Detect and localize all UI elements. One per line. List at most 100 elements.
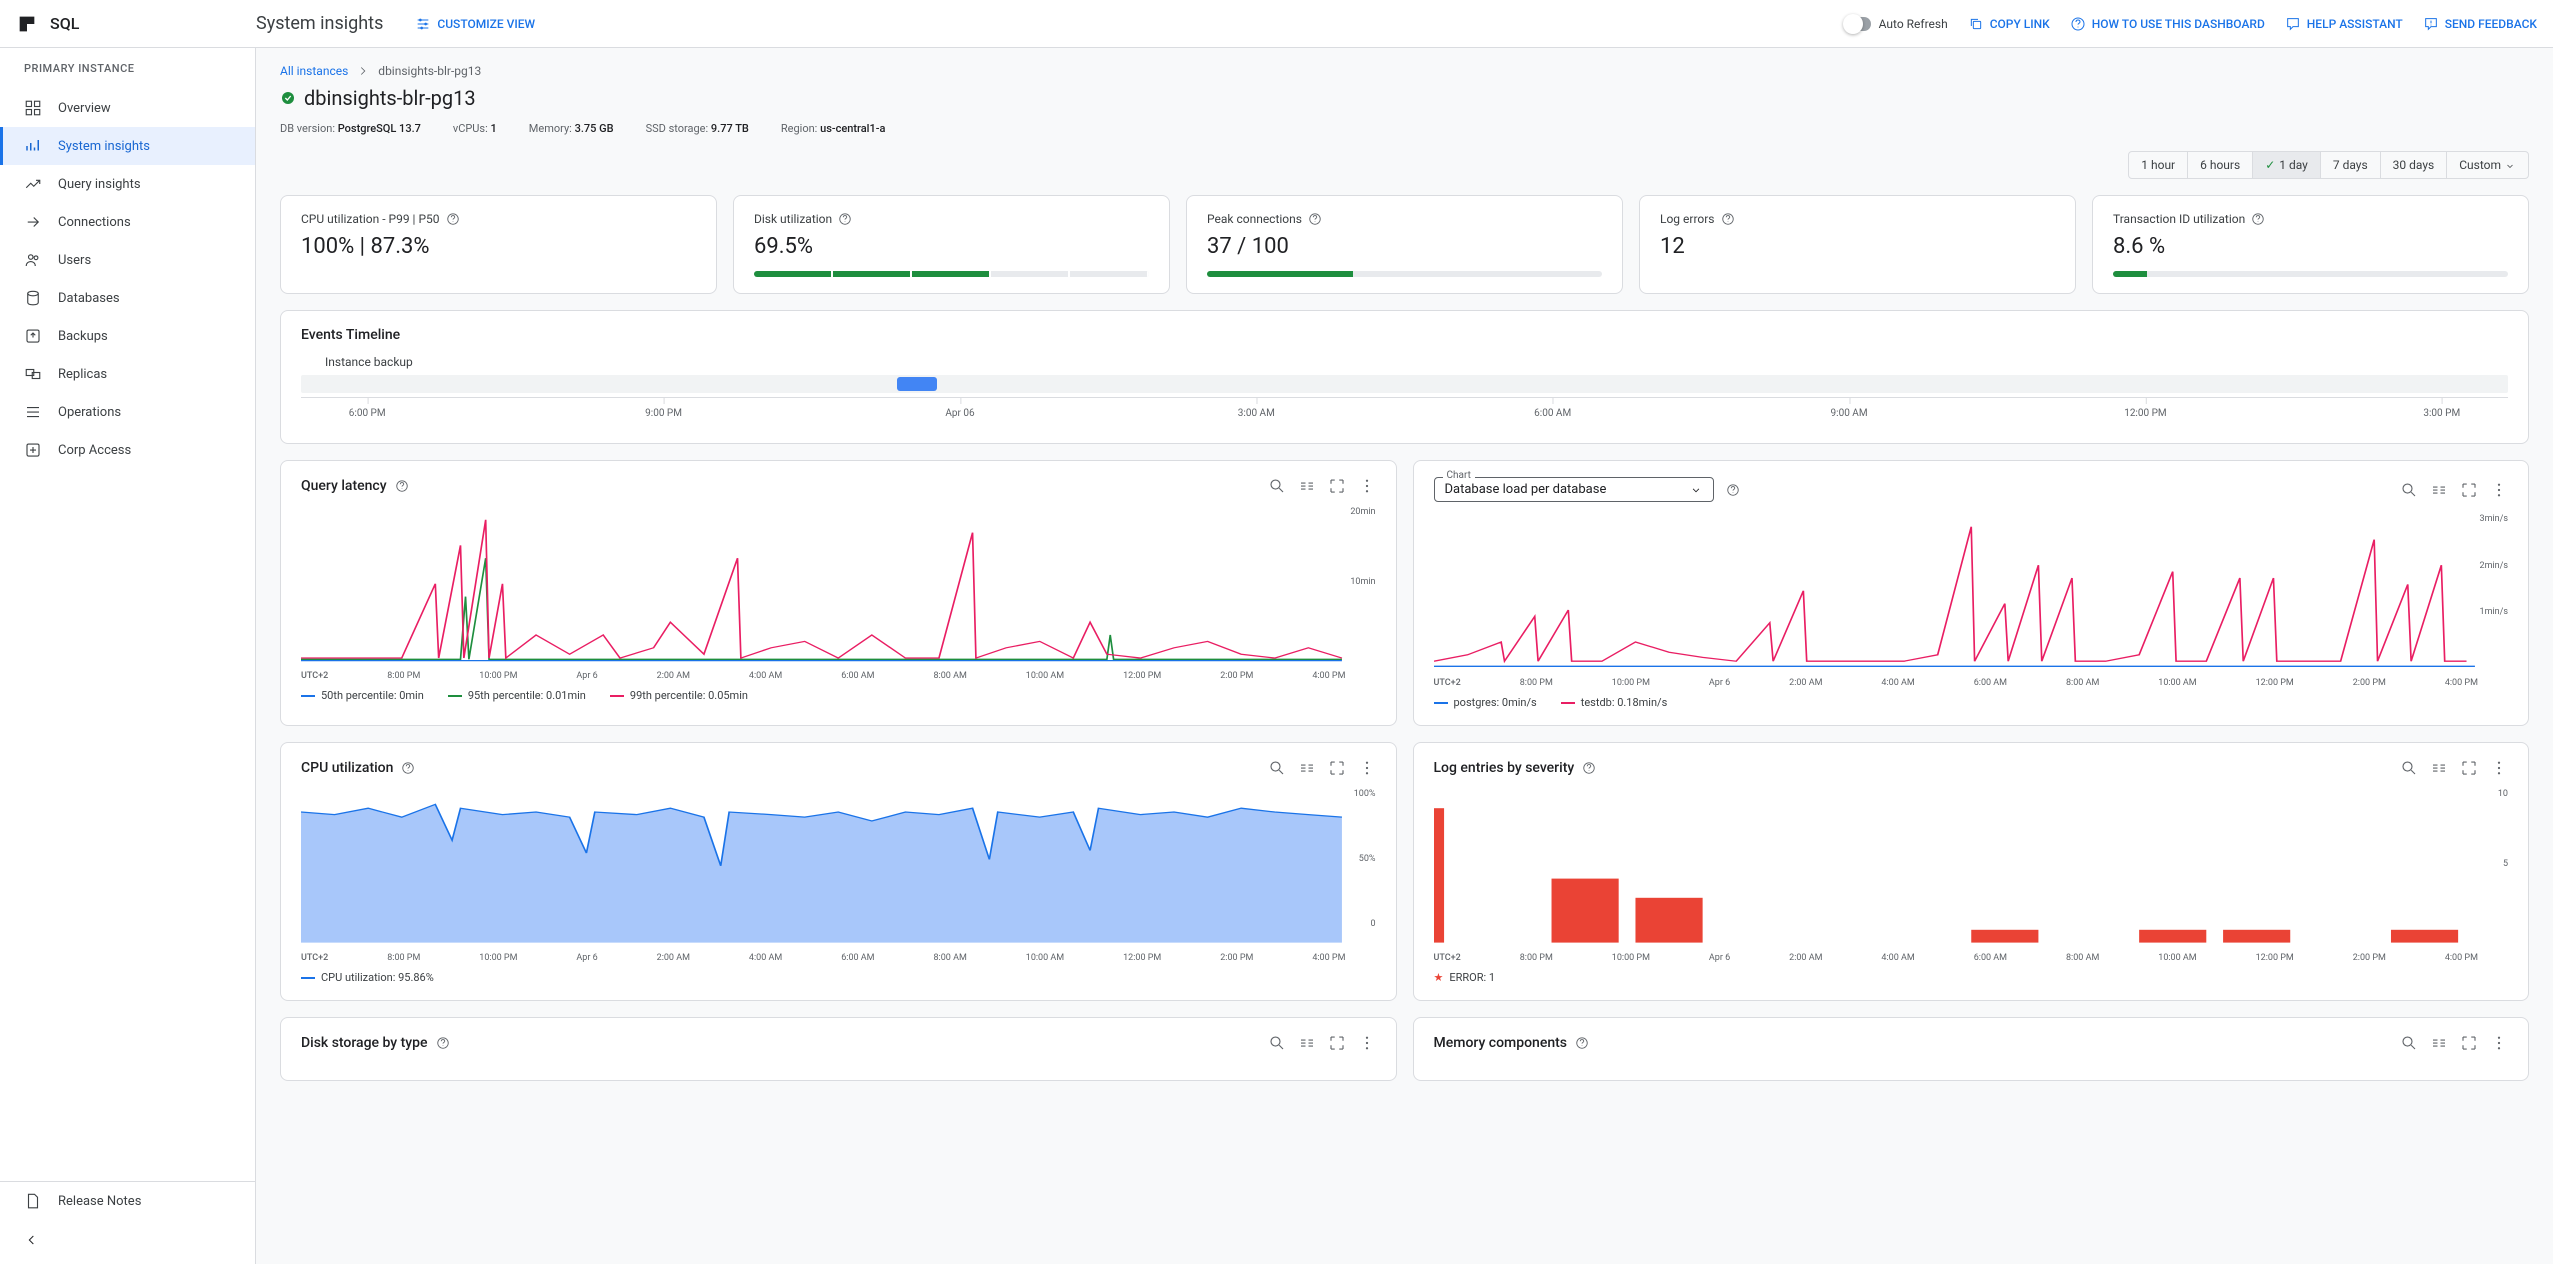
help-icon[interactable] bbox=[446, 212, 460, 226]
events-timeline-title: Events Timeline bbox=[301, 327, 2508, 343]
i-backup-icon bbox=[24, 327, 42, 345]
query-latency-chart[interactable]: 20min10min bbox=[301, 507, 1376, 667]
sidebar-item-overview[interactable]: Overview bbox=[0, 89, 255, 127]
fullscreen-icon[interactable] bbox=[2460, 1034, 2478, 1052]
more-icon[interactable] bbox=[2490, 481, 2508, 499]
kpi-row: CPU utilization - P99 | P50100% | 87.3%D… bbox=[280, 195, 2529, 294]
more-icon[interactable] bbox=[1358, 477, 1376, 495]
legend-icon[interactable] bbox=[1298, 477, 1316, 495]
zoom-icon[interactable] bbox=[1268, 477, 1286, 495]
i-ops-icon bbox=[24, 403, 42, 421]
sidebar-item-corp-access[interactable]: Corp Access bbox=[0, 431, 255, 469]
zoom-icon[interactable] bbox=[1268, 759, 1286, 777]
fullscreen-icon[interactable] bbox=[2460, 481, 2478, 499]
help-icon[interactable] bbox=[1582, 761, 1596, 775]
i-users-icon bbox=[24, 251, 42, 269]
i-db-icon bbox=[24, 289, 42, 307]
fullscreen-icon[interactable] bbox=[1328, 477, 1346, 495]
sidebar-item-databases[interactable]: Databases bbox=[0, 279, 255, 317]
fullscreen-icon[interactable] bbox=[1328, 1034, 1346, 1052]
sidebar-item-query-insights[interactable]: Query insights bbox=[0, 165, 255, 203]
disk-storage-panel: Disk storage by type bbox=[280, 1017, 1397, 1081]
sidebar-header: PRIMARY INSTANCE bbox=[0, 48, 255, 89]
breadcrumb-root[interactable]: All instances bbox=[280, 64, 348, 78]
help-icon[interactable] bbox=[436, 1036, 450, 1050]
timeline-series-label: Instance backup bbox=[325, 355, 2508, 369]
release-notes-link[interactable]: Release Notes bbox=[0, 1182, 255, 1220]
zoom-icon[interactable] bbox=[1268, 1034, 1286, 1052]
zoom-icon[interactable] bbox=[2400, 481, 2418, 499]
kpi-card: Disk utilization69.5% bbox=[733, 195, 1170, 294]
sidebar-item-backups[interactable]: Backups bbox=[0, 317, 255, 355]
cpu-chart[interactable]: 100%50%0 bbox=[301, 789, 1376, 949]
help-icon[interactable] bbox=[1575, 1036, 1589, 1050]
doc-icon bbox=[24, 1192, 42, 1210]
sidebar-item-operations[interactable]: Operations bbox=[0, 393, 255, 431]
help-assistant-button[interactable]: HELP ASSISTANT bbox=[2285, 16, 2403, 32]
copy-icon bbox=[1968, 16, 1984, 32]
help-icon[interactable] bbox=[395, 479, 409, 493]
time-range-6-hours[interactable]: 6 hours bbox=[2188, 152, 2253, 178]
sidebar-item-users[interactable]: Users bbox=[0, 241, 255, 279]
zoom-icon[interactable] bbox=[2400, 1034, 2418, 1052]
main-content: All instances dbinsights-blr-pg13 dbinsi… bbox=[256, 48, 2553, 1264]
time-range-30-days[interactable]: 30 days bbox=[2381, 152, 2448, 178]
topbar: SQL System insights CUSTOMIZE VIEW Auto … bbox=[0, 0, 2553, 48]
kpi-card: CPU utilization - P99 | P50100% | 87.3% bbox=[280, 195, 717, 294]
how-to-button[interactable]: HOW TO USE THIS DASHBOARD bbox=[2070, 16, 2265, 32]
product-name: SQL bbox=[50, 14, 79, 33]
more-icon[interactable] bbox=[1358, 1034, 1376, 1052]
timeline-track[interactable] bbox=[301, 375, 2508, 393]
zoom-icon[interactable] bbox=[2400, 759, 2418, 777]
legend-icon[interactable] bbox=[1298, 1034, 1316, 1052]
chart-dropdown[interactable]: Chart Database load per database bbox=[1434, 477, 1714, 502]
i-replicas-icon bbox=[24, 365, 42, 383]
help-icon[interactable] bbox=[401, 761, 415, 775]
chat-icon bbox=[2285, 16, 2301, 32]
db-load-panel: Chart Database load per database bbox=[1413, 460, 2530, 726]
i-corp-icon bbox=[24, 441, 42, 459]
time-range-1-hour[interactable]: 1 hour bbox=[2129, 152, 2188, 178]
cpu-panel: CPU utilization 100%50%0 bbox=[280, 742, 1397, 1001]
legend-icon[interactable] bbox=[1298, 759, 1316, 777]
fullscreen-icon[interactable] bbox=[1328, 759, 1346, 777]
i-insights-icon bbox=[24, 175, 42, 193]
sidebar-item-replicas[interactable]: Replicas bbox=[0, 355, 255, 393]
customize-view-button[interactable]: CUSTOMIZE VIEW bbox=[415, 16, 535, 32]
events-timeline-panel: Events Timeline Instance backup 6:00 PM9… bbox=[280, 310, 2529, 444]
auto-refresh-toggle[interactable]: Auto Refresh bbox=[1845, 17, 1948, 31]
sidebar-item-system-insights[interactable]: System insights bbox=[0, 127, 255, 165]
log-entries-chart[interactable]: 105 bbox=[1434, 789, 2509, 949]
copy-link-button[interactable]: COPY LINK bbox=[1968, 16, 2050, 32]
more-icon[interactable] bbox=[2490, 759, 2508, 777]
send-feedback-button[interactable]: SEND FEEDBACK bbox=[2423, 16, 2537, 32]
toggle-icon bbox=[1845, 17, 1871, 31]
instance-meta: DB version: PostgreSQL 13.7 vCPUs: 1 Mem… bbox=[280, 122, 2529, 135]
legend-icon[interactable] bbox=[2430, 759, 2448, 777]
kpi-card: Log errors12 bbox=[1639, 195, 2076, 294]
i-dashboard-icon bbox=[24, 99, 42, 117]
timeline-event[interactable] bbox=[897, 377, 937, 391]
time-range-1-day[interactable]: ✓1 day bbox=[2253, 152, 2321, 178]
fullscreen-icon[interactable] bbox=[2460, 759, 2478, 777]
db-load-chart[interactable]: 3min/s2min/s1min/s bbox=[1434, 514, 2509, 674]
time-range-7-days[interactable]: 7 days bbox=[2321, 152, 2381, 178]
legend-icon[interactable] bbox=[2430, 1034, 2448, 1052]
collapse-sidebar-button[interactable] bbox=[0, 1220, 255, 1264]
help-icon[interactable] bbox=[1726, 483, 1740, 497]
panel-actions bbox=[1268, 477, 1376, 495]
time-range-selector: 1 hour6 hours✓1 day7 days30 daysCustom bbox=[2128, 151, 2529, 179]
more-icon[interactable] bbox=[2490, 1034, 2508, 1052]
legend-icon[interactable] bbox=[2430, 481, 2448, 499]
tune-icon bbox=[415, 16, 431, 32]
more-icon[interactable] bbox=[1358, 759, 1376, 777]
help-icon[interactable] bbox=[2251, 212, 2265, 226]
help-icon[interactable] bbox=[1308, 212, 1322, 226]
help-icon[interactable] bbox=[838, 212, 852, 226]
breadcrumb-current: dbinsights-blr-pg13 bbox=[378, 64, 481, 78]
time-range-custom[interactable]: Custom bbox=[2447, 152, 2528, 178]
instance-name: dbinsights-blr-pg13 bbox=[304, 86, 476, 110]
sidebar-item-connections[interactable]: Connections bbox=[0, 203, 255, 241]
query-latency-panel: Query latency bbox=[280, 460, 1397, 726]
help-icon[interactable] bbox=[1721, 212, 1735, 226]
